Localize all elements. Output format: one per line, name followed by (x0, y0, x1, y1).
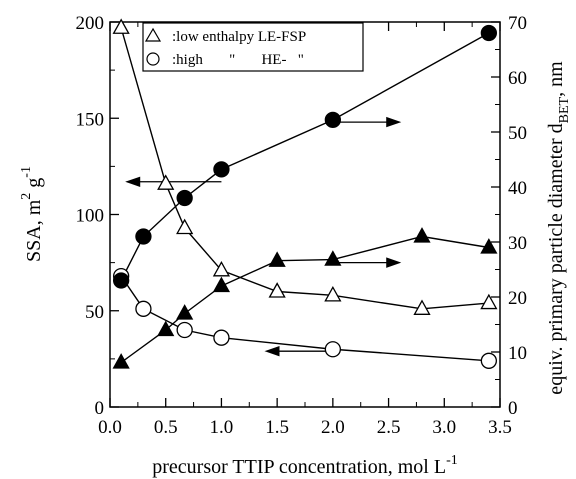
x-tick-label: 1.0 (210, 417, 234, 438)
arrow-head-1 (386, 116, 402, 128)
series-point-triangle (413, 227, 431, 243)
series-point-triangle (157, 174, 175, 190)
x-tick-label: 0.5 (154, 417, 178, 438)
y-right-label-sub: BET (557, 96, 572, 123)
y-left-tick-label: 150 (76, 109, 105, 130)
legend-entry-low: :low enthalpy LE-FSP (172, 29, 306, 45)
y-right-tick-label: 40 (508, 178, 527, 199)
arrow-head-2 (386, 257, 402, 268)
y-left-label-sup2: -1 (19, 166, 34, 178)
x-tick-label: 2.0 (321, 417, 345, 438)
series-point-circle (213, 329, 230, 346)
series-point-triangle (413, 299, 431, 315)
y-left-tick-label: 0 (95, 398, 105, 419)
series-markers (112, 18, 498, 369)
y-right-tick-label: 30 (508, 233, 527, 254)
x-tick-label: 0.0 (98, 417, 122, 438)
legend-circle-icon (146, 52, 160, 66)
series-line-3 (120, 32, 490, 281)
y-right-label-unit: , nm (545, 61, 567, 97)
y-left-label-mid: g (23, 178, 45, 193)
series-point-circle (213, 161, 230, 178)
series-point-circle (135, 300, 152, 317)
x-tick-label: 2.5 (377, 417, 401, 438)
series-point-circle (135, 228, 152, 245)
y-right-tick-label: 60 (508, 68, 527, 89)
y-right-tick-label: 20 (508, 288, 527, 309)
series-point-circle (176, 321, 193, 339)
series-point-circle (480, 352, 498, 369)
series-line-0 (120, 27, 489, 310)
series-point-triangle (112, 353, 130, 369)
series-point-triangle (480, 293, 498, 310)
x-tick-label: 3.0 (432, 417, 456, 438)
series-point-triangle (324, 250, 342, 266)
series-point-triangle (324, 286, 342, 302)
series-point-circle (324, 341, 342, 358)
series-line-1 (120, 235, 489, 364)
legend-entry-high: :high " HE- " (172, 52, 304, 68)
y-left-label-sup1: 2 (19, 193, 34, 200)
series-point-triangle (268, 282, 286, 298)
x-axis-label-sup: -1 (446, 453, 458, 468)
plot-frame (109, 21, 501, 408)
series-point-triangle (268, 251, 286, 267)
series-point-triangle (176, 304, 194, 320)
y-right-tick-label: 70 (508, 13, 527, 34)
y-right-tick-label: 0 (508, 398, 518, 419)
legend: :low enthalpy LE-FSP :high " HE- " (142, 22, 364, 72)
series-point-triangle (176, 218, 194, 235)
series-point-triangle (157, 320, 175, 337)
legend-box (142, 22, 364, 72)
y-left-tick-label: 100 (76, 206, 105, 227)
series-line-2 (120, 275, 489, 362)
y-left-label-main: SSA, m (23, 199, 45, 262)
legend-triangle-icon (144, 27, 162, 42)
y-left-axis-label: SSA, m2 g-1 (19, 166, 45, 262)
series-point-circle (112, 272, 130, 289)
x-tick-label: 1.5 (265, 417, 289, 438)
x-tick-label: 3.5 (488, 417, 512, 438)
series-point-circle (324, 111, 342, 129)
x-axis-label: precursor TTIP concentration, mol L-1 (152, 453, 457, 478)
y-right-label-main: equiv. primary particle diameter d (545, 123, 567, 394)
series-lines (120, 27, 490, 364)
series-point-triangle (212, 276, 231, 293)
series-point-triangle (212, 260, 231, 277)
series-point-circle (480, 24, 498, 42)
arrows (125, 116, 402, 357)
tick-labels: 0.0 0.5 1.0 1.5 2.0 2.5 3.0 3.50501001502000102… (76, 13, 528, 438)
series-point-circle (176, 189, 193, 207)
y-right-axis-label: equiv. primary particle diameter dBET, n… (545, 61, 572, 395)
y-left-tick-label: 200 (76, 13, 105, 34)
arrow-head-3 (264, 345, 280, 357)
y-right-tick-label: 10 (508, 343, 527, 364)
ticks (109, 21, 501, 408)
arrow-head-0 (125, 176, 141, 187)
x-axis-label-main: precursor TTIP concentration, mol L (152, 456, 446, 478)
series-point-triangle (480, 238, 498, 254)
series-point-triangle (112, 18, 130, 34)
y-right-tick-label: 50 (508, 123, 527, 144)
y-left-tick-label: 50 (85, 302, 104, 323)
